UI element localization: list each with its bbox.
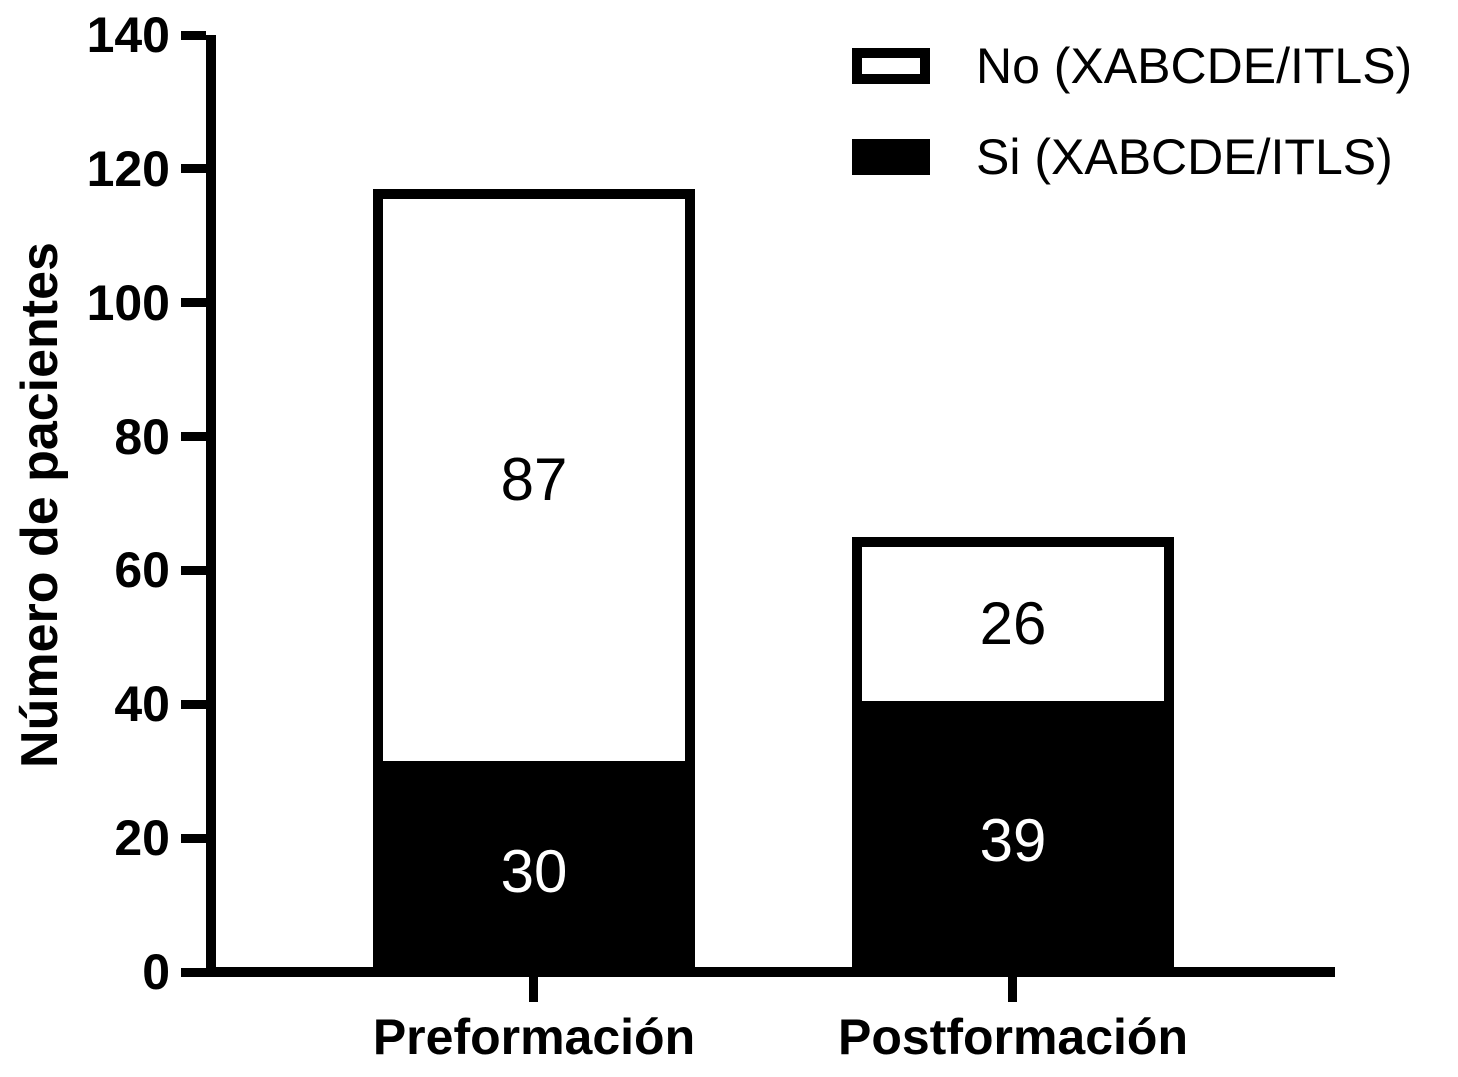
plot-area: 0 20 40 60 80 100 120 140 87 30 26 39 Preformac… bbox=[87, 8, 1335, 1065]
y-axis-tick-label: 0 bbox=[142, 944, 170, 1000]
x-axis-tick-preformacion bbox=[529, 977, 538, 1002]
legend-swatch-no-icon bbox=[852, 47, 930, 84]
y-axis-tick-label: 80 bbox=[114, 408, 170, 465]
bar-postformacion: 26 39 bbox=[852, 536, 1174, 972]
legend-swatch-si-icon bbox=[852, 138, 930, 175]
x-axis-label-preformacion: Preformación bbox=[372, 1009, 696, 1065]
y-axis-tick bbox=[181, 298, 206, 308]
segment-value-label-no-preformacion: 87 bbox=[500, 446, 568, 514]
y-axis-tick bbox=[181, 164, 206, 174]
bar-preformacion-segment-si: 30 bbox=[373, 771, 695, 972]
segment-value-label-si-postformacion: 39 bbox=[979, 807, 1047, 875]
y-axis-tick-label: 140 bbox=[86, 7, 170, 63]
y-axis-tick-label: 40 bbox=[114, 676, 170, 733]
x-axis-tick-postformacion bbox=[1008, 977, 1017, 1002]
y-axis-tick bbox=[181, 699, 206, 709]
bar-preformacion-segment-no: 87 bbox=[373, 188, 695, 772]
y-axis-line bbox=[206, 35, 216, 977]
y-axis-tick bbox=[181, 565, 206, 575]
bar-preformacion: 87 30 bbox=[373, 188, 695, 972]
y-axis-tick-label: 100 bbox=[86, 274, 170, 331]
y-axis-tick-label: 60 bbox=[114, 542, 170, 599]
legend: No (XABCDE/ITLS) Si (XABCDE/ITLS) bbox=[852, 20, 1412, 202]
segment-value-label-no-postformacion: 26 bbox=[979, 589, 1047, 657]
y-axis-tick bbox=[181, 967, 206, 977]
x-axis-label-postformacion: Postformación bbox=[837, 1009, 1189, 1065]
bar-postformacion-segment-si: 39 bbox=[852, 710, 1174, 972]
x-axis-line bbox=[206, 967, 1335, 977]
legend-label-no: No (XABCDE/ITLS) bbox=[976, 37, 1413, 94]
y-axis-tick bbox=[181, 30, 206, 40]
y-axis-tick bbox=[181, 432, 206, 442]
bar-postformacion-segment-no: 26 bbox=[852, 536, 1174, 711]
segment-value-label-si-preformacion: 30 bbox=[500, 837, 568, 905]
legend-item-no: No (XABCDE/ITLS) bbox=[852, 20, 1412, 111]
y-axis-tick-label: 20 bbox=[114, 810, 170, 867]
legend-item-si: Si (XABCDE/ITLS) bbox=[852, 111, 1412, 202]
legend-label-si: Si (XABCDE/ITLS) bbox=[976, 128, 1393, 185]
y-axis-tick-label: 120 bbox=[86, 140, 170, 197]
y-axis-tick bbox=[181, 833, 206, 843]
